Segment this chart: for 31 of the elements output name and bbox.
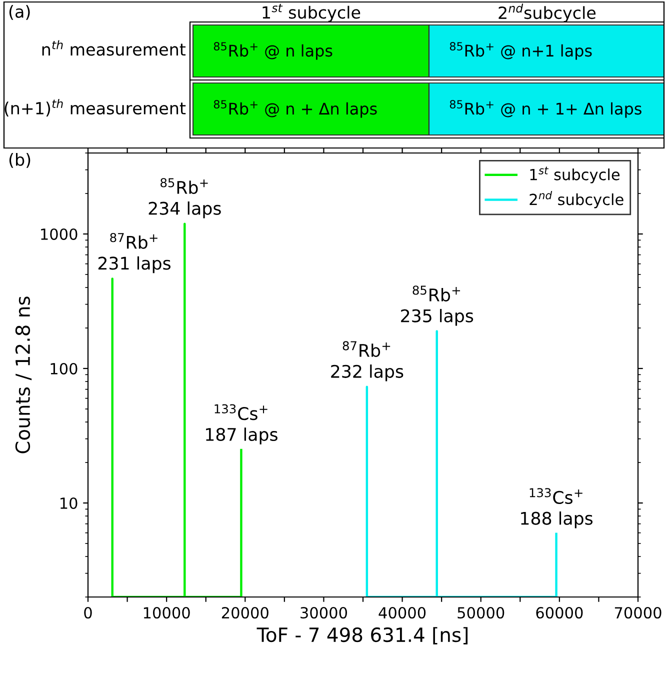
text: $^{85}$Rb$^{+}$ @ n + 1+ Δn laps [450, 100, 642, 118]
x-tick-label: 70000 [614, 606, 662, 619]
text: (a) [9, 5, 30, 20]
text: $^{85}$Rb$^{+}$ @ n + Δn laps [214, 100, 377, 118]
annotation: $^{133}$Cs$^{+}$ 188 laps [521, 488, 593, 528]
text: $^{85}$Rb$^{+}$ @ n+1 laps [450, 42, 592, 60]
legend-label: 1$^{st}$ subcycle [530, 166, 620, 184]
legend-label: 2$^{nd}$ subcycle [530, 191, 624, 208]
annotation: $^{85}$Rb$^{+}$ 234 laps [148, 178, 221, 218]
y-tick-label: 10 [60, 497, 78, 510]
x-tick-label: 0 [84, 606, 92, 619]
chart-title: (b) [9, 153, 30, 168]
annotation: $^{133}$Cs$^{+}$ 187 laps [206, 404, 278, 444]
y-tick-label: 100 [50, 362, 78, 375]
x-tick-label: 60000 [536, 606, 583, 619]
x-tick-label: 10000 [144, 606, 190, 619]
y-axis-title: Counts / 12.8 ns [15, 296, 32, 454]
x-axis-title: ToF - 7 498 631.4 [ns] [256, 627, 468, 644]
annotation: $^{87}$Rb$^{+}$ 232 laps [331, 341, 404, 382]
x-tick-label: 40000 [378, 606, 426, 619]
text: $^{85}$Rb$^{+}$ @ n laps [214, 42, 332, 60]
category-label: n$^{th}$ measurement [42, 40, 186, 56]
x-tick-label: 20000 [222, 606, 268, 619]
y-tick-label: 1000 [41, 228, 78, 240]
category-label: 2$^{nd}$subcycle [498, 4, 596, 22]
annotation: $^{85}$Rb$^{+}$ 235 laps [401, 286, 474, 326]
x-tick-label: 30000 [300, 606, 347, 619]
category-label: 1$^{st}$ subcycle [262, 4, 360, 22]
annotation: $^{87}$Rb$^{+}$ 231 laps [98, 232, 170, 274]
category-label: (n+1)$^{th}$ measurement [4, 99, 186, 116]
x-tick-label: 50000 [458, 606, 504, 619]
